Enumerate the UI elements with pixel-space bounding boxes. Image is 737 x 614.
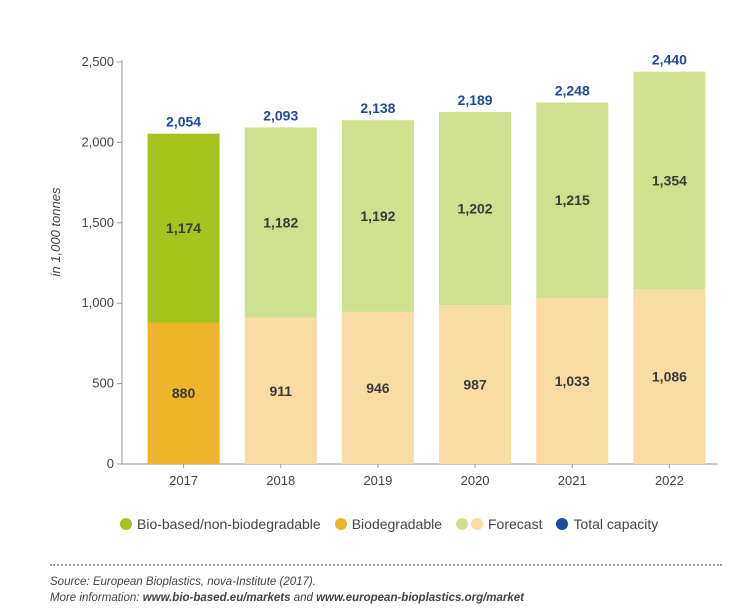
bar-biodegradable [147,322,220,464]
bar-biodegradable [439,305,512,464]
legend-item-total-capacity: Total capacity [556,516,658,532]
chart-legend: Bio-based/non-biodegradable Biodegradabl… [120,512,720,536]
bar-biodegradable [633,289,706,464]
value-label-biodegradable: 911 [269,383,292,399]
value-label-bio-based: 1,182 [263,214,298,230]
x-tick-label: 2021 [558,473,587,488]
forecast-biodegradable-legend-dot [471,518,483,530]
total-capacity-label: 2,248 [555,83,590,99]
bar-bio-based [536,102,609,298]
bar-bio-based [439,112,512,306]
legend-item-biodegradable: Biodegradable [334,516,442,532]
x-tick-label: 2018 [266,473,295,488]
x-tick-label: 2020 [461,473,490,488]
more-info-join: and [290,592,317,604]
total-capacity-legend-dot [556,518,569,530]
legend-label-total-capacity: Total capacity [573,516,659,532]
more-info-prefix: More information: [50,592,143,604]
value-label-biodegradable: 1,033 [555,373,590,389]
y-tick-label: 0 [107,456,114,471]
source-note: Source: European Bioplastics, nova-Insti… [50,574,524,606]
total-capacity-label: 2,054 [166,114,201,130]
value-label-biodegradable: 946 [366,380,390,396]
y-tick-label: 2,000 [81,134,114,149]
bar-biodegradable [536,297,609,464]
european-bioplastics-link[interactable]: www.european-bioplastics.org/market [316,592,525,604]
y-tick-label: 500 [92,376,114,391]
bar-biodegradable [341,311,414,464]
legend-item-forecast: Forecast [456,516,542,532]
value-label-biodegradable: 1,086 [652,369,687,385]
bar-biodegradable [244,317,317,464]
y-axis-label: in 1,000 tonnes [48,187,63,276]
footer-divider [50,564,722,566]
x-tick-label: 2017 [169,473,198,488]
y-tick-label: 1,500 [81,215,114,230]
bio-based-link[interactable]: www.bio-based.eu/markets [142,592,291,604]
forecast-bio-based-legend-dot [456,518,468,530]
value-label-bio-based: 1,174 [166,220,201,236]
x-tick-label: 2022 [655,473,684,488]
source-line: Source: European Bioplastics, nova-Insti… [50,576,316,588]
legend-label-bio-based: Bio-based/non-biodegradable [137,516,321,532]
total-capacity-label: 2,440 [652,52,687,68]
bar-bio-based [147,133,220,323]
y-tick-label: 2,500 [81,54,114,69]
total-capacity-label: 2,189 [458,92,493,108]
legend-label-forecast: Forecast [488,516,543,532]
total-capacity-label: 2,093 [263,107,298,123]
bar-bio-based [633,71,706,290]
y-tick-label: 1,000 [81,295,114,310]
value-label-bio-based: 1,202 [458,201,493,217]
capacity-bar-chart: in 1,000 tonnes 0 500 1,000 1,500 2,000 2,500… [48,52,718,488]
value-label-biodegradable: 880 [172,385,196,401]
value-label-bio-based: 1,354 [652,173,687,189]
x-tick-label: 2019 [363,473,392,488]
value-label-bio-based: 1,192 [360,208,395,224]
legend-label-biodegradable: Biodegradable [351,516,442,532]
legend-item-bio-based: Bio-based/non-biodegradable [120,516,321,532]
value-label-bio-based: 1,215 [555,192,590,208]
biodegradable-legend-dot [334,518,347,530]
total-capacity-label: 2,138 [360,100,395,116]
bio-based-legend-dot [120,518,132,530]
bar-bio-based [244,127,317,318]
bar-bio-based [341,120,414,312]
value-label-biodegradable: 987 [463,377,487,393]
more-info-line: More information: www.bio-based.eu/marke… [50,590,524,606]
